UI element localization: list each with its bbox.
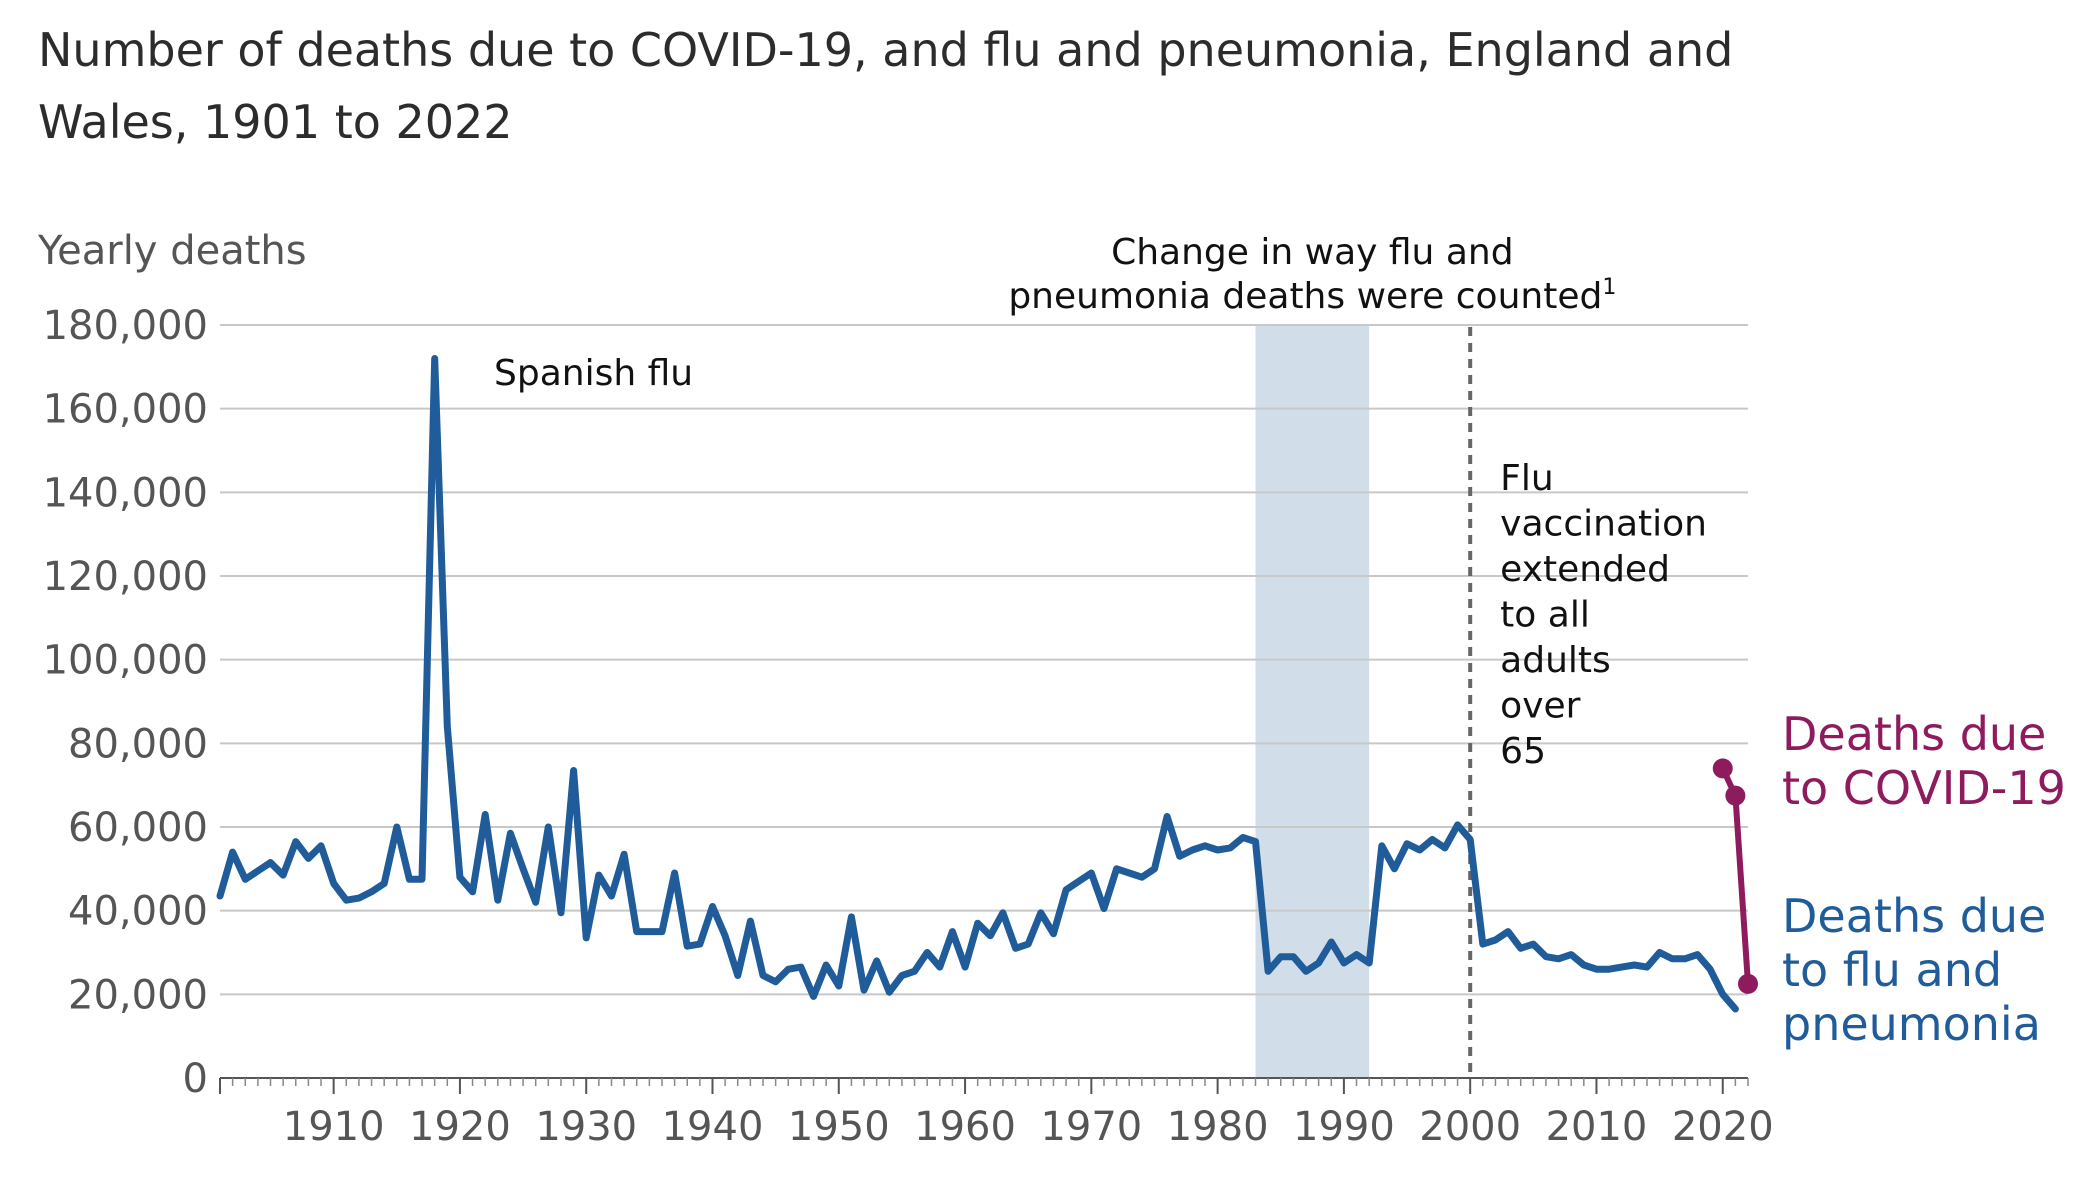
- x-tick-label: 1940: [662, 1104, 764, 1150]
- counting-change-annotation-line: Change in way flu and: [1111, 232, 1513, 273]
- footnote-marker: 1: [1602, 275, 1616, 300]
- x-tick-label: 1950: [788, 1104, 890, 1150]
- x-tick-label: 2020: [1672, 1104, 1774, 1150]
- covid-point: [1738, 973, 1758, 994]
- x-tick-label: 2000: [1419, 1104, 1521, 1150]
- y-tick-label: 100,000: [43, 638, 208, 684]
- y-tick-labels: 0 20,000 40,000 60,000 80,000 100,000 120,000 1…: [43, 303, 208, 1102]
- y-tick-label: 160,000: [43, 387, 208, 433]
- covid-point: [1725, 785, 1746, 806]
- y-tick-label: 80,000: [68, 721, 208, 767]
- vaccination-annotation-line: Flu: [1500, 458, 1554, 499]
- y-axis-label: Yearly deaths: [37, 228, 307, 274]
- covid-series-label-line: to COVID-19: [1782, 761, 2066, 815]
- flu-series-label-line: Deaths due: [1782, 889, 2046, 943]
- flu-series-label-line: pneumonia: [1782, 997, 2041, 1051]
- x-tick-label: 1910: [283, 1104, 385, 1150]
- flu-series-label: Deaths due to flu and pneumonia: [1782, 889, 2046, 1051]
- covid-point: [1712, 758, 1733, 779]
- y-tick-label: 120,000: [43, 554, 208, 600]
- covid-series-label: Deaths due to COVID-19: [1782, 707, 2066, 815]
- counting-change-annotation-line: pneumonia deaths were counted: [1008, 276, 1602, 317]
- spanish-flu-annotation: Spanish flu: [494, 353, 693, 394]
- x-tick-label: 1990: [1293, 1104, 1395, 1150]
- vaccination-annotation-line: over: [1500, 686, 1580, 727]
- y-tick-label: 60,000: [68, 805, 208, 851]
- y-tick-label: 180,000: [43, 303, 208, 349]
- gridlines: [220, 324, 1748, 1079]
- x-tick-label: 1980: [1167, 1104, 1269, 1150]
- x-tick-label: 1960: [914, 1104, 1016, 1150]
- vaccination-annotation-line: vaccination: [1500, 504, 1707, 545]
- y-tick-label: 20,000: [68, 972, 208, 1018]
- x-axis: 1910 1920 1930 1940 1950 1960 1970 1980 1990 2000…: [219, 1077, 1774, 1150]
- x-tick-label: 1930: [535, 1104, 637, 1150]
- x-tick-label: 1970: [1040, 1104, 1142, 1150]
- vaccination-annotation-line: to all: [1500, 595, 1590, 636]
- counting-change-annotation: Change in way flu and pneumonia deaths we…: [1008, 232, 1616, 317]
- counting-change-band: [1255, 325, 1370, 1078]
- covid-series: [1712, 758, 1758, 994]
- flu-pneumonia-series-line: [216, 355, 1739, 1013]
- vaccination-annotation-line: extended: [1500, 549, 1670, 590]
- x-tick-label: 2010: [1546, 1104, 1648, 1150]
- flu-series-label-line: to flu and: [1782, 943, 2002, 997]
- vaccination-annotation-line: adults: [1500, 640, 1611, 681]
- covid-series-label-line: Deaths due: [1782, 707, 2046, 761]
- x-tick-label: 1920: [409, 1104, 511, 1150]
- vaccination-annotation-line: 65: [1500, 731, 1546, 772]
- chart-title: Number of deaths due to COVID-19, and fl…: [38, 23, 1734, 149]
- y-tick-label: 40,000: [68, 889, 208, 935]
- y-tick-label: 140,000: [43, 470, 208, 516]
- vaccination-annotation: Flu vaccination extended to all adults over 65: [1500, 458, 1707, 772]
- y-tick-label: 0: [183, 1056, 208, 1102]
